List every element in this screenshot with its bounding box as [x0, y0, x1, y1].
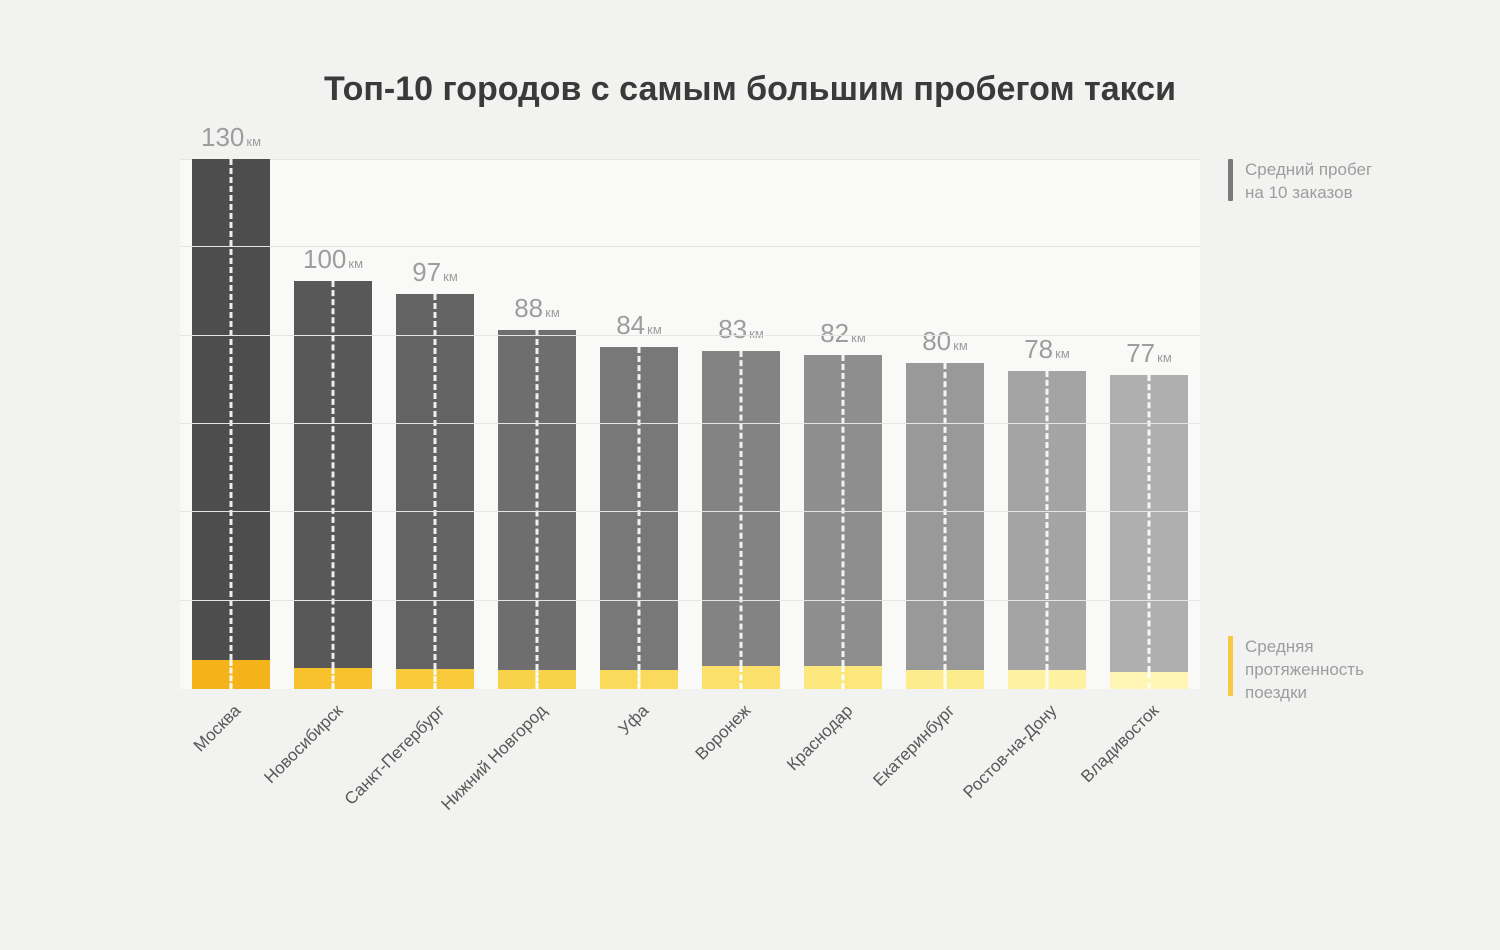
bar-segment-trip: [702, 666, 780, 689]
bar-value-label: 80км: [922, 326, 968, 357]
bar-segment-trip: [1008, 670, 1086, 689]
x-label: Уфа: [600, 689, 678, 859]
x-label: Ростов-на-Дону: [1008, 689, 1086, 859]
bar-segment-mileage: [294, 281, 372, 667]
bar-segment-trip: [192, 660, 270, 689]
bar-segment-mileage: [498, 330, 576, 670]
bar-value-label: 100км: [303, 244, 363, 275]
bar-value-label: 84км: [616, 310, 662, 341]
bar-6: 82км: [804, 318, 882, 689]
chart-title: Топ-10 городов с самым большим пробегом …: [70, 70, 1430, 109]
bar-segment-trip: [498, 670, 576, 689]
legend-mark-trip: [1228, 636, 1233, 696]
bar-segment-mileage: [192, 159, 270, 660]
bar-0: 130км: [192, 122, 270, 689]
bar-value-label: 83км: [718, 314, 764, 345]
bar-2: 97км: [396, 257, 474, 689]
legend-item-mileage: Средний пробегна 10 заказов: [1228, 159, 1372, 205]
x-label: Воронеж: [702, 689, 780, 859]
bar-segment-trip: [294, 668, 372, 689]
bar-segment-mileage: [702, 351, 780, 667]
x-label: Нижний Новгород: [498, 689, 576, 859]
legend-item-trip: Средняяпротяженностьпоездки: [1228, 636, 1364, 705]
gridline: [180, 335, 1200, 336]
bar-value-label: 130км: [201, 122, 261, 153]
bar-segment-mileage: [906, 363, 984, 670]
bar-segment-mileage: [1110, 375, 1188, 672]
legend-label-trip: Средняяпротяженностьпоездки: [1245, 636, 1364, 705]
bar-segment-trip: [1110, 672, 1188, 689]
gridline: [180, 423, 1200, 424]
gridline: [180, 511, 1200, 512]
gridline: [180, 600, 1200, 601]
x-label: Владивосток: [1110, 689, 1188, 859]
x-label: Москва: [192, 689, 270, 859]
bar-4: 84км: [600, 310, 678, 689]
bar-segment-mileage: [1008, 371, 1086, 670]
bar-3: 88км: [498, 293, 576, 689]
bar-chart: 130км100км97км88км84км83км82км80км78км77…: [180, 159, 1200, 859]
gridline: [180, 246, 1200, 247]
bar-5: 83км: [702, 314, 780, 689]
bar-segment-mileage: [600, 347, 678, 671]
bar-segment-trip: [804, 666, 882, 689]
legend: Средний пробегна 10 заказов Средняяпротя…: [1200, 159, 1430, 689]
bar-value-label: 77км: [1126, 338, 1172, 369]
bar-9: 77км: [1110, 338, 1188, 689]
plot-area: 130км100км97км88км84км83км82км80км78км77…: [180, 159, 1200, 689]
bar-segment-trip: [396, 669, 474, 689]
x-axis-labels: МоскваНовосибирскСанкт-ПетербургНижний Н…: [180, 689, 1200, 859]
bar-segment-trip: [906, 670, 984, 689]
bar-segment-mileage: [396, 294, 474, 669]
bar-1: 100км: [294, 244, 372, 689]
bar-value-label: 97км: [412, 257, 458, 288]
bar-value-label: 82км: [820, 318, 866, 349]
legend-label-mileage: Средний пробегна 10 заказов: [1245, 159, 1372, 205]
bar-value-label: 88км: [514, 293, 560, 324]
legend-mark-mileage: [1228, 159, 1233, 201]
bar-7: 80км: [906, 326, 984, 689]
bar-value-label: 78км: [1024, 334, 1070, 365]
bar-segment-trip: [600, 670, 678, 689]
